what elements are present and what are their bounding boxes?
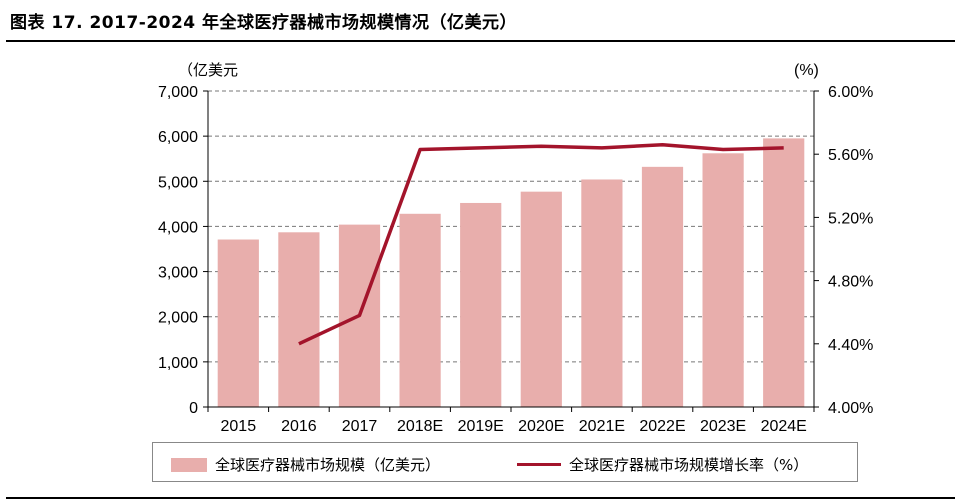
bar — [641, 166, 684, 407]
y-tick-label: 2,000 — [158, 310, 198, 327]
growth-rate-line — [298, 142, 784, 346]
x-tick-label: 2024E — [761, 418, 807, 435]
x-tick-label: 2023E — [700, 418, 746, 435]
y-tick-label: 3,000 — [158, 265, 198, 282]
x-tick-label: 2017 — [342, 418, 378, 435]
y-right-tick-label: 4.40% — [828, 337, 873, 354]
legend-item-line: 全球医疗器械市场规模增长率（%） — [517, 454, 808, 475]
bar — [520, 191, 562, 407]
x-tick-label: 2018E — [397, 418, 443, 435]
y-tick-label: 7,000 — [158, 84, 198, 101]
x-tick-label: 2016 — [281, 418, 317, 435]
legend-line-swatch — [517, 463, 561, 466]
y-right-tick-label: 4.00% — [828, 400, 873, 417]
bottom-rule — [6, 497, 955, 499]
legend-bar-label: 全球医疗器械市场规模（亿美元） — [215, 456, 441, 474]
y-right-tick-label: 5.60% — [828, 147, 873, 164]
y-axis-unit-left: （亿美元 — [178, 62, 238, 79]
bar — [460, 202, 502, 407]
bar-layer — [217, 138, 805, 407]
chart: 0 1,000 2,000 3,000 4,000 5,000 6,000 7,000 4.00… — [158, 62, 873, 435]
legend-item-bar: 全球医疗器械市场规模（亿美元） — [171, 454, 440, 475]
legend-line-label: 全球医疗器械市场规模增长率（%） — [569, 456, 809, 474]
y-right-tick-label: 6.00% — [828, 84, 873, 101]
figure-title: 图表 17. 2017-2024 年全球医疗器械市场规模情况（亿美元） — [10, 13, 518, 33]
top-rule — [6, 40, 955, 42]
y-tick-label: 5,000 — [158, 174, 198, 191]
y-tick-label: 4,000 — [158, 219, 198, 236]
y-tick-label: 1,000 — [158, 355, 198, 372]
y-tick-label: 0 — [189, 400, 198, 417]
label-layer: 0 1,000 2,000 3,000 4,000 5,000 6,000 7,000 4.00… — [158, 62, 873, 435]
x-tick-label: 2020E — [518, 418, 564, 435]
x-tick-label: 2022E — [639, 418, 685, 435]
bar — [278, 232, 320, 407]
legend: 全球医疗器械市场规模（亿美元） 全球医疗器械市场规模增长率（%） — [152, 442, 858, 482]
y-tick-label: 6,000 — [158, 129, 198, 146]
bar — [399, 213, 441, 407]
axis-layer — [203, 90, 819, 412]
y-axis-unit-right: (%) — [794, 62, 819, 79]
line-layer — [298, 142, 784, 346]
bar — [581, 179, 623, 407]
bar — [702, 153, 744, 407]
x-tick-label: 2015 — [221, 418, 257, 435]
x-tick-label: 2021E — [579, 418, 625, 435]
y-right-tick-label: 5.20% — [828, 210, 873, 227]
bar — [763, 138, 805, 407]
y-right-tick-label: 4.80% — [828, 274, 873, 291]
legend-bar-swatch — [171, 457, 207, 472]
x-tick-label: 2019E — [458, 418, 504, 435]
bar — [217, 239, 259, 407]
